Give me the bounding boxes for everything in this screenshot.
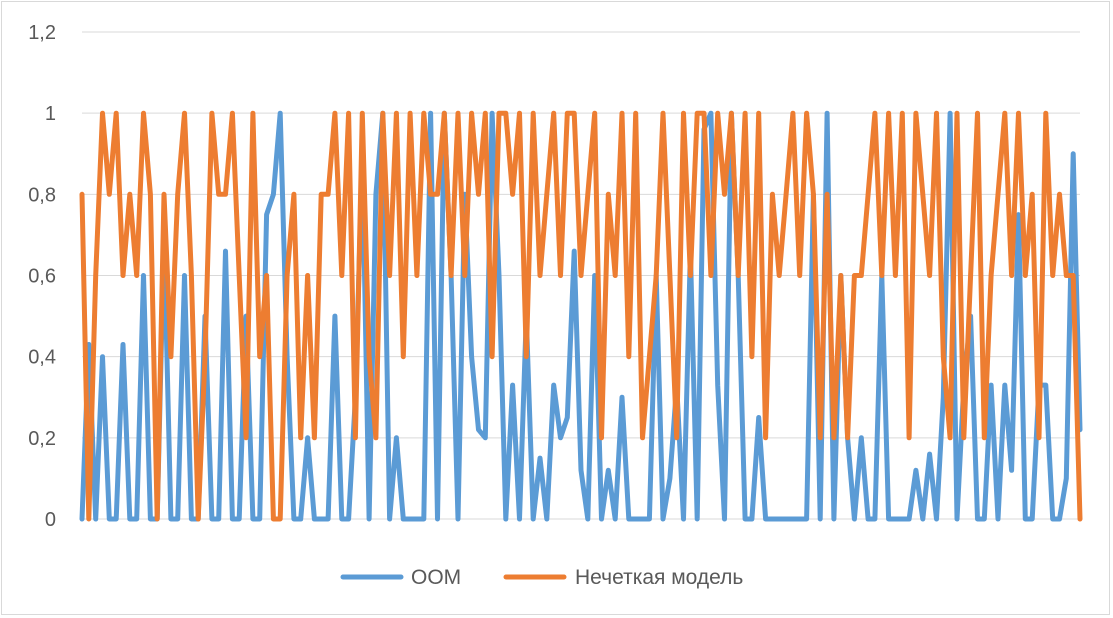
y-tick-label: 0,6 <box>28 266 56 288</box>
y-tick-label: 0,8 <box>28 184 56 206</box>
legend-item-oom: OOM <box>340 566 461 589</box>
y-axis-tick-labels: 0 0,2 0,4 0,6 0,8 1 1,2 <box>28 22 56 531</box>
y-tick-label: 1 <box>45 103 56 125</box>
y-tick-label: 0 <box>45 509 56 531</box>
y-tick-label: 1,2 <box>28 22 56 44</box>
series-lines <box>79 110 1083 522</box>
legend-item-fuzzy-model: Нечеткая модель <box>503 566 743 589</box>
series-line-fuzzy-model <box>79 110 1083 522</box>
series-line-oom <box>79 110 1083 522</box>
legend-label: Нечеткая модель <box>575 566 743 589</box>
y-tick-label: 0,2 <box>28 428 56 450</box>
y-tick-label: 0,4 <box>28 347 56 369</box>
legend: OOM Нечеткая модель <box>340 566 743 589</box>
legend-label: OOM <box>411 566 461 589</box>
